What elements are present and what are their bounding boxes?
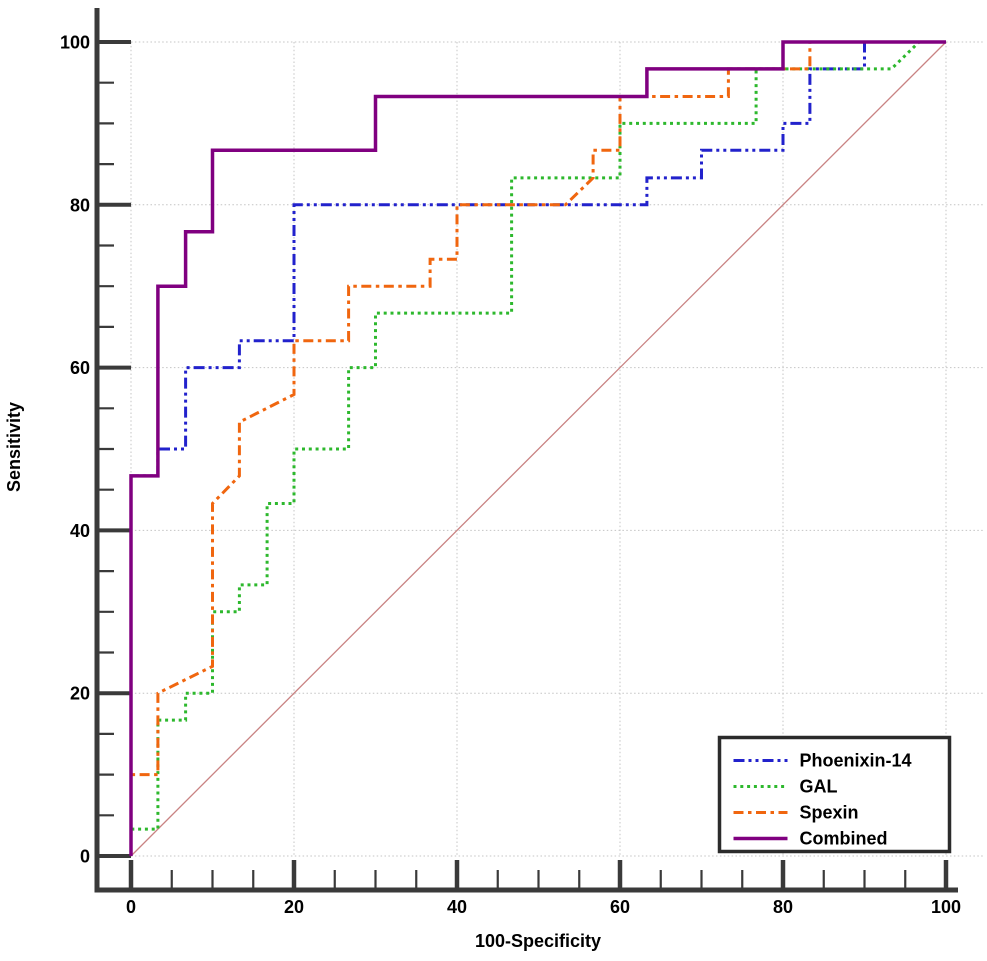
series-curve-phoenixin-14 <box>129 40 946 856</box>
legend: Phoenixin-14 GAL Spexin Combined <box>717 735 952 854</box>
series-curve-combined <box>129 40 946 856</box>
axes-layer <box>94 8 958 893</box>
legend-label-phoenixin-14: Phoenixin-14 <box>800 751 912 771</box>
legend-box <box>717 735 952 854</box>
tick-label-layer: 0 20 40 60 80 100 0 20 40 60 80 100 <box>60 33 961 918</box>
x-tick-label: 20 <box>284 897 304 917</box>
x-axis-title: 100-Specificity <box>475 931 601 951</box>
grid-layer <box>130 41 985 857</box>
y-axis-title: Sensitivity <box>4 402 24 492</box>
y-tick-label: 60 <box>70 358 90 378</box>
chance-diagonal <box>130 41 947 857</box>
x-tick-label: 60 <box>610 897 630 917</box>
reference-line-layer <box>130 41 947 857</box>
y-tick-label: 80 <box>70 195 90 215</box>
series-curve-gal <box>129 40 946 856</box>
legend-label-gal: GAL <box>800 777 838 797</box>
x-tick-label: 0 <box>126 897 136 917</box>
legend-label-spexin: Spexin <box>800 803 859 823</box>
series-layer <box>129 40 946 856</box>
y-tick-label: 100 <box>60 33 90 53</box>
y-tick-label: 0 <box>80 847 90 867</box>
series-curve-spexin <box>129 40 946 856</box>
y-tick-label: 20 <box>70 684 90 704</box>
x-tick-label: 40 <box>447 897 467 917</box>
x-tick-label: 80 <box>773 897 793 917</box>
x-tick-label: 100 <box>931 897 961 917</box>
y-tick-label: 40 <box>70 521 90 541</box>
legend-label-combined: Combined <box>800 829 888 849</box>
